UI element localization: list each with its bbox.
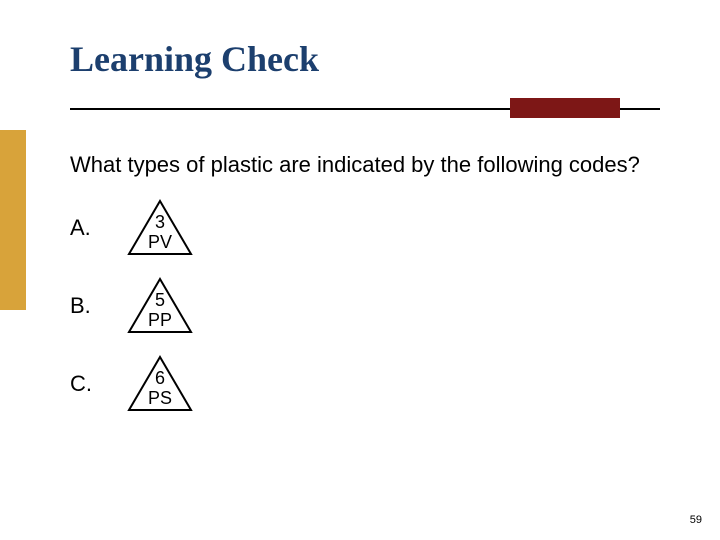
triangle-code: PS xyxy=(148,388,172,408)
item-label: B. xyxy=(70,293,98,319)
triangle-number: 3 xyxy=(155,212,165,232)
triangle-number: 6 xyxy=(155,368,165,388)
triangle-code: PP xyxy=(148,310,172,330)
item-label: C. xyxy=(70,371,98,397)
list-item: C. 6 PS xyxy=(70,354,660,414)
page-number: 59 xyxy=(690,514,702,526)
slide-title: Learning Check xyxy=(70,38,660,80)
triangle-text: 3 PV xyxy=(126,212,194,252)
triangle-text: 5 PP xyxy=(126,290,194,330)
triangle-number: 5 xyxy=(155,290,165,310)
recycle-triangle: 5 PP xyxy=(126,276,194,336)
item-label: A. xyxy=(70,215,98,241)
triangle-code: PV xyxy=(148,232,172,252)
left-accent-bar xyxy=(0,130,26,310)
question-text: What types of plastic are indicated by t… xyxy=(70,150,660,180)
triangle-text: 6 PS xyxy=(126,368,194,408)
list-item: B. 5 PP xyxy=(70,276,660,336)
list-item: A. 3 PV xyxy=(70,198,660,258)
items-list: A. 3 PV B. 5 PP xyxy=(70,198,660,414)
recycle-triangle: 3 PV xyxy=(126,198,194,258)
slide: Learning Check What types of plastic are… xyxy=(0,0,720,540)
title-rule xyxy=(70,98,660,122)
recycle-triangle: 6 PS xyxy=(126,354,194,414)
rule-accent-block xyxy=(510,98,620,118)
